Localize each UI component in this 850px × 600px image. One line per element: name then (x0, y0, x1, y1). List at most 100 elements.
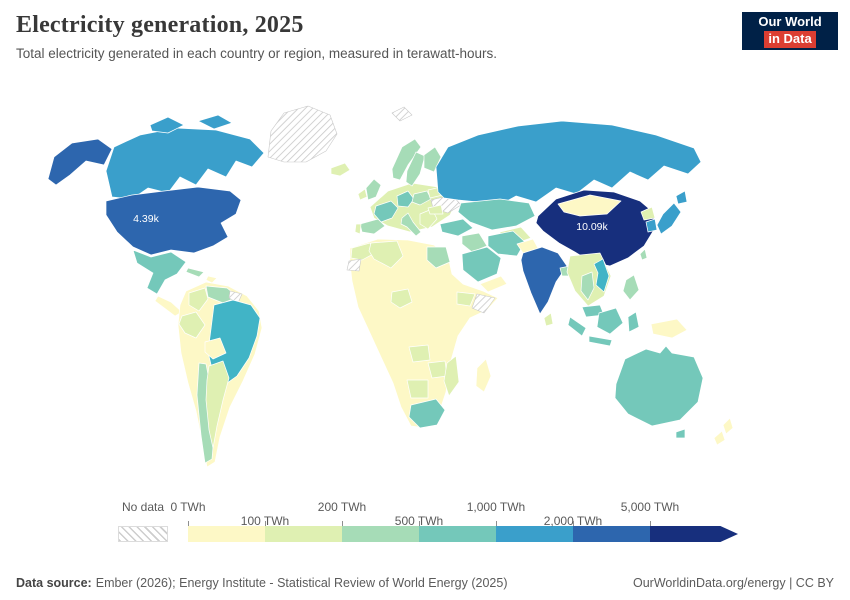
country-peru[interactable] (178, 311, 206, 339)
map-legend: No data 0 TWh 100 TWh 200 TWh 500 TWh 1,000 T… (0, 498, 850, 558)
country-western-sahara[interactable] (346, 258, 362, 272)
country-colombia[interactable] (188, 287, 209, 312)
footer-source: Data source: Ember (2026); Energy Institu… (16, 576, 507, 590)
legend-bin[interactable] (419, 526, 496, 542)
country-south-korea[interactable] (645, 218, 658, 233)
logo-line2: in Data (764, 31, 816, 48)
legend-bin[interactable] (265, 526, 342, 542)
country-ethiopia[interactable] (456, 291, 476, 307)
legend-tick (650, 521, 651, 526)
country-vietnam[interactable] (593, 258, 610, 293)
country-india[interactable] (520, 246, 568, 315)
footer-credit[interactable]: OurWorldinData.org/energy | CC BY (632, 576, 834, 590)
source-text: Ember (2026); Energy Institute - Statist… (95, 576, 508, 590)
country-angola[interactable] (408, 344, 431, 363)
legend-tick (342, 521, 343, 526)
country-iceland[interactable] (330, 162, 351, 177)
owid-logo[interactable]: Our World in Data (742, 12, 838, 50)
legend-tick-label: 2,000 TWh (543, 514, 603, 528)
country-argentina[interactable] (205, 360, 230, 449)
chart-footer: Data source: Ember (2026); Energy Institu… (16, 576, 834, 590)
country-greenland[interactable] (267, 105, 338, 163)
chart-title: Electricity generation, 2025 (16, 12, 304, 38)
country-tasmania[interactable] (675, 428, 686, 439)
country-morocco[interactable] (350, 242, 376, 261)
no-data-swatch[interactable] (118, 526, 168, 542)
country-saudi-arabia[interactable] (461, 246, 502, 283)
country-usa-alaska[interactable] (47, 138, 113, 186)
country-nigeria[interactable] (390, 288, 413, 309)
country-bolivia[interactable] (204, 337, 227, 360)
legend-bin[interactable] (342, 526, 419, 542)
country-taiwan[interactable] (639, 248, 648, 261)
country-united-kingdom[interactable] (365, 178, 382, 201)
legend-bin[interactable] (188, 526, 265, 542)
china-value-label: 10.09k (576, 221, 608, 233)
country-japan-hokkaido[interactable] (675, 190, 688, 205)
country-canada-arctic2[interactable] (197, 114, 233, 130)
country-algeria[interactable] (368, 240, 404, 269)
country-somalia[interactable] (471, 293, 496, 314)
country-indonesia-java[interactable] (588, 335, 613, 347)
country-portugal[interactable] (354, 223, 362, 235)
legend-tick-label: 5,000 TWh (620, 500, 680, 514)
legend-tick-label: 200 TWh (317, 500, 367, 514)
country-svalbard[interactable] (391, 106, 413, 122)
legend-tick (573, 521, 574, 526)
country-japan-honshu[interactable] (656, 202, 682, 235)
country-north-korea[interactable] (640, 206, 656, 221)
legend-bin[interactable] (496, 526, 573, 542)
legend-tick-label: 0 TWh (170, 500, 206, 514)
country-ireland[interactable] (357, 188, 368, 201)
country-egypt[interactable] (426, 246, 451, 269)
country-france[interactable] (373, 200, 399, 223)
world-map: 4.39k 10.09k (47, 105, 734, 468)
country-cuba[interactable] (185, 267, 205, 278)
country-usa[interactable] (105, 186, 242, 256)
country-spain[interactable] (359, 218, 386, 235)
country-philippines[interactable] (622, 274, 640, 301)
country-russia[interactable] (435, 120, 702, 207)
country-indonesia-sulawesi[interactable] (627, 311, 640, 333)
logo-line1: Our World (758, 14, 822, 30)
legend-tick-label: 1,000 TWh (466, 500, 526, 514)
chart-subtitle: Total electricity generated in each coun… (16, 46, 497, 61)
country-new-zealand-north[interactable] (722, 417, 734, 435)
country-poland[interactable] (411, 190, 432, 206)
country-sweden[interactable] (405, 151, 426, 187)
country-australia[interactable] (614, 345, 704, 427)
chart-titles: Electricity generation, 2025 Total elect… (16, 12, 497, 61)
legend-tick (188, 521, 189, 526)
legend-bin[interactable] (573, 526, 650, 542)
country-namibia-botswana[interactable] (406, 379, 429, 399)
source-label: Data source: (16, 576, 92, 590)
country-germany[interactable] (396, 190, 415, 208)
country-indonesia-borneo[interactable] (596, 307, 624, 335)
country-canada-arctic1[interactable] (149, 116, 185, 134)
country-central-america[interactable] (154, 295, 183, 317)
country-romania[interactable] (427, 204, 444, 215)
country-yemen-oman[interactable] (479, 275, 508, 293)
country-iran[interactable] (487, 230, 526, 257)
country-mozambique[interactable] (443, 355, 460, 397)
country-thailand[interactable] (580, 271, 595, 301)
country-kazakhstan[interactable] (457, 198, 536, 231)
country-indonesia-sumatra[interactable] (567, 316, 587, 337)
no-data-label: No data (121, 500, 165, 514)
country-sri-lanka[interactable] (543, 312, 554, 327)
country-papua-new-guinea[interactable] (650, 318, 688, 339)
legend-bin-open-ended[interactable] (650, 526, 738, 542)
country-mongolia[interactable] (557, 194, 622, 217)
country-turkey[interactable] (439, 218, 474, 237)
chart-header: Electricity generation, 2025 Total elect… (16, 12, 838, 61)
legend-tick (265, 521, 266, 526)
legend-tick (419, 521, 420, 526)
country-mexico[interactable] (132, 249, 187, 295)
country-italy[interactable] (400, 212, 422, 237)
usa-value-label: 4.39k (133, 213, 159, 225)
legend-tick (496, 521, 497, 526)
country-madagascar[interactable] (475, 358, 492, 393)
country-new-zealand-south[interactable] (713, 430, 726, 446)
country-south-africa[interactable] (408, 398, 446, 429)
